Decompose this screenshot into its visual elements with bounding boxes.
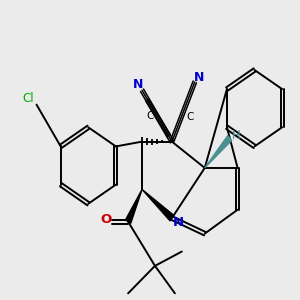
Text: H: H: [232, 129, 241, 142]
Text: N: N: [172, 216, 183, 230]
Polygon shape: [142, 189, 174, 221]
Text: O: O: [100, 213, 112, 226]
Text: C: C: [187, 112, 194, 122]
Text: N: N: [133, 78, 143, 91]
Polygon shape: [125, 189, 142, 223]
Text: Cl: Cl: [23, 92, 34, 105]
Text: C: C: [146, 111, 154, 121]
Text: N: N: [194, 70, 204, 84]
Polygon shape: [205, 136, 232, 168]
